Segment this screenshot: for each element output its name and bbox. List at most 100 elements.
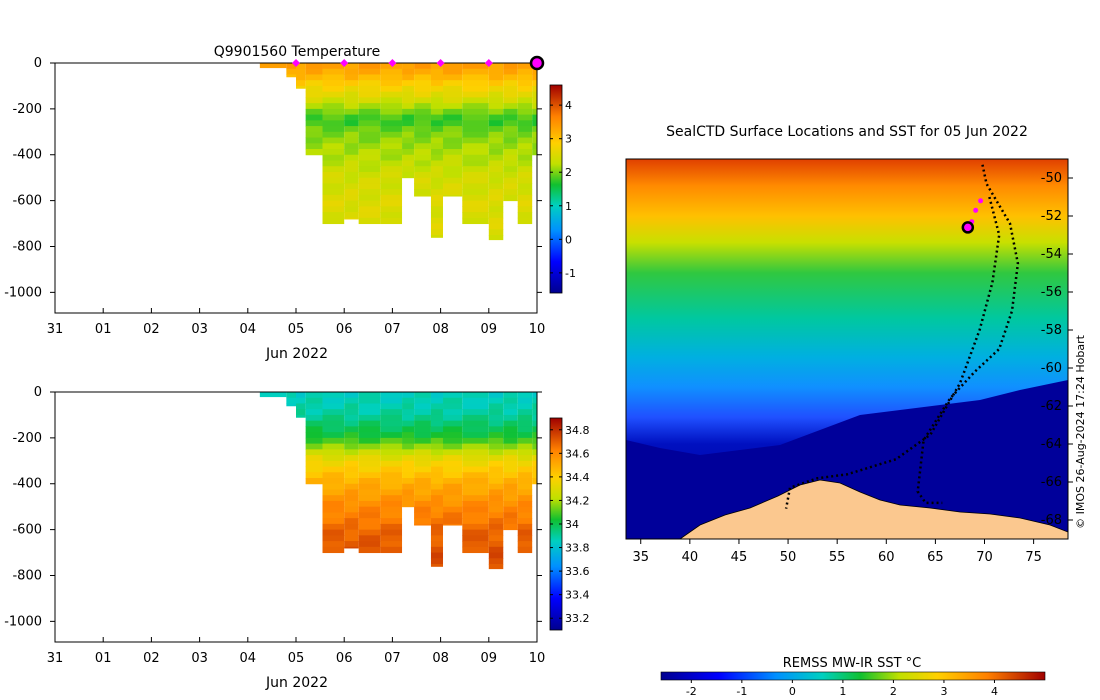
temperature-cell bbox=[402, 80, 415, 87]
salinity-cell bbox=[380, 541, 403, 548]
salinity-cell bbox=[358, 546, 381, 554]
salinity-cell bbox=[462, 420, 489, 427]
temperature-cell bbox=[344, 85, 359, 93]
temperature-cell bbox=[414, 120, 431, 127]
salinity-cell bbox=[430, 506, 444, 513]
salinity-cell bbox=[358, 512, 381, 519]
temperature-cell bbox=[517, 217, 533, 225]
salinity-cell bbox=[414, 420, 431, 427]
salinity-cell bbox=[430, 466, 444, 473]
temperature-cell bbox=[358, 160, 381, 167]
salinity-cell bbox=[322, 443, 345, 450]
temperature-cell bbox=[462, 126, 489, 133]
salinity-cell bbox=[322, 541, 345, 548]
salinity-cell bbox=[488, 518, 504, 525]
salinity-cell bbox=[358, 483, 381, 490]
temperature-cell bbox=[414, 189, 431, 196]
salinity-cell bbox=[488, 512, 504, 519]
temperature-cell bbox=[322, 97, 345, 104]
salinity-cell bbox=[517, 495, 533, 502]
salinity-cell bbox=[296, 414, 306, 418]
salinity-cell bbox=[414, 523, 431, 526]
temperature-cell bbox=[380, 212, 403, 219]
temperature-cell bbox=[430, 217, 444, 225]
temperature-cell bbox=[462, 177, 489, 184]
current-location-marker bbox=[961, 221, 975, 234]
salinity-cell bbox=[532, 443, 537, 450]
imos-credit: © IMOS 26-Aug-2024 17:24 Hobart bbox=[1074, 334, 1087, 528]
temperature-cell bbox=[430, 194, 444, 202]
temperature-cell bbox=[462, 212, 489, 219]
salinity-cell bbox=[462, 392, 489, 399]
salinity-cell bbox=[296, 403, 306, 410]
salinity-cell bbox=[430, 541, 444, 548]
salinity-cell bbox=[503, 392, 518, 399]
temperature-cell bbox=[358, 97, 381, 104]
sst-colorbar-tick-label: -2 bbox=[686, 685, 697, 698]
salinity-cell bbox=[358, 506, 381, 513]
salinity-cell bbox=[517, 546, 533, 554]
temperature-cell bbox=[402, 160, 415, 167]
temperature-cell bbox=[358, 120, 381, 127]
salinity-cell bbox=[488, 432, 504, 439]
map-x-tick-label: 50 bbox=[780, 550, 797, 565]
salinity-cell bbox=[462, 506, 489, 513]
temperature-cell bbox=[414, 149, 431, 156]
salinity-cell bbox=[503, 500, 518, 508]
salinity-cell bbox=[414, 483, 431, 490]
salinity-cell bbox=[358, 449, 381, 456]
temperature-cell bbox=[443, 74, 463, 81]
salinity-cell bbox=[532, 455, 537, 462]
salinity-cell bbox=[414, 495, 431, 502]
temperature-cell bbox=[322, 137, 345, 144]
salinity-cell bbox=[488, 506, 504, 513]
temperature-cell bbox=[488, 189, 504, 196]
salinity-cell bbox=[488, 472, 504, 479]
temperature-cell bbox=[430, 166, 444, 173]
temperature-cell bbox=[443, 126, 463, 133]
salinity-cell bbox=[358, 443, 381, 450]
salinity-cell bbox=[443, 466, 463, 473]
temperature-cell bbox=[503, 143, 518, 150]
salinity-cell bbox=[517, 466, 533, 473]
salinity-cell bbox=[517, 500, 533, 508]
temperature-cell bbox=[414, 194, 431, 197]
temperature-cell bbox=[414, 183, 431, 190]
map-y-ticks: -50 -52 -54 -56 -58 -60 -62 -64 -66 -68 bbox=[1041, 171, 1073, 528]
temperature-cell bbox=[517, 108, 533, 116]
map-y-tick-label: -66 bbox=[1041, 475, 1062, 490]
salinity-cell bbox=[430, 546, 444, 554]
salinity-cell bbox=[462, 489, 489, 496]
temperature-cell bbox=[380, 217, 403, 225]
salinity-cell bbox=[517, 535, 533, 542]
salinity-cell bbox=[344, 512, 359, 519]
salinity-x-tick-label: 04 bbox=[240, 651, 257, 666]
salinity-cell bbox=[414, 506, 431, 513]
salinity-cell bbox=[503, 420, 518, 427]
salinity-cell bbox=[414, 472, 431, 479]
temperature-xlabel: Jun 2022 bbox=[265, 346, 328, 362]
temperature-cell bbox=[462, 206, 489, 213]
temperature-cell bbox=[402, 131, 415, 139]
salinity-cell bbox=[305, 420, 323, 427]
map-y-tick-label: -52 bbox=[1041, 209, 1062, 224]
salinity-cell bbox=[322, 409, 345, 416]
salinity-x-tick-label: 06 bbox=[336, 651, 353, 666]
temperature-cell bbox=[430, 97, 444, 104]
salinity-cell bbox=[488, 535, 504, 542]
temperature-cell bbox=[358, 143, 381, 150]
salinity-cell bbox=[402, 460, 415, 468]
temperature-cell bbox=[443, 108, 463, 116]
temperature-x-tick-label: 07 bbox=[384, 322, 401, 337]
temperature-cell bbox=[322, 212, 345, 219]
temperature-cell bbox=[430, 154, 444, 161]
temperature-cell bbox=[322, 183, 345, 190]
salinity-cell bbox=[305, 460, 323, 468]
salinity-cell bbox=[344, 466, 359, 473]
salinity-cell bbox=[443, 403, 463, 410]
temperature-cell bbox=[462, 143, 489, 150]
temperature-y-tick-label: -200 bbox=[12, 102, 42, 117]
temperature-cell bbox=[488, 63, 504, 70]
salinity-cell bbox=[322, 512, 345, 519]
temperature-cell bbox=[344, 183, 359, 190]
